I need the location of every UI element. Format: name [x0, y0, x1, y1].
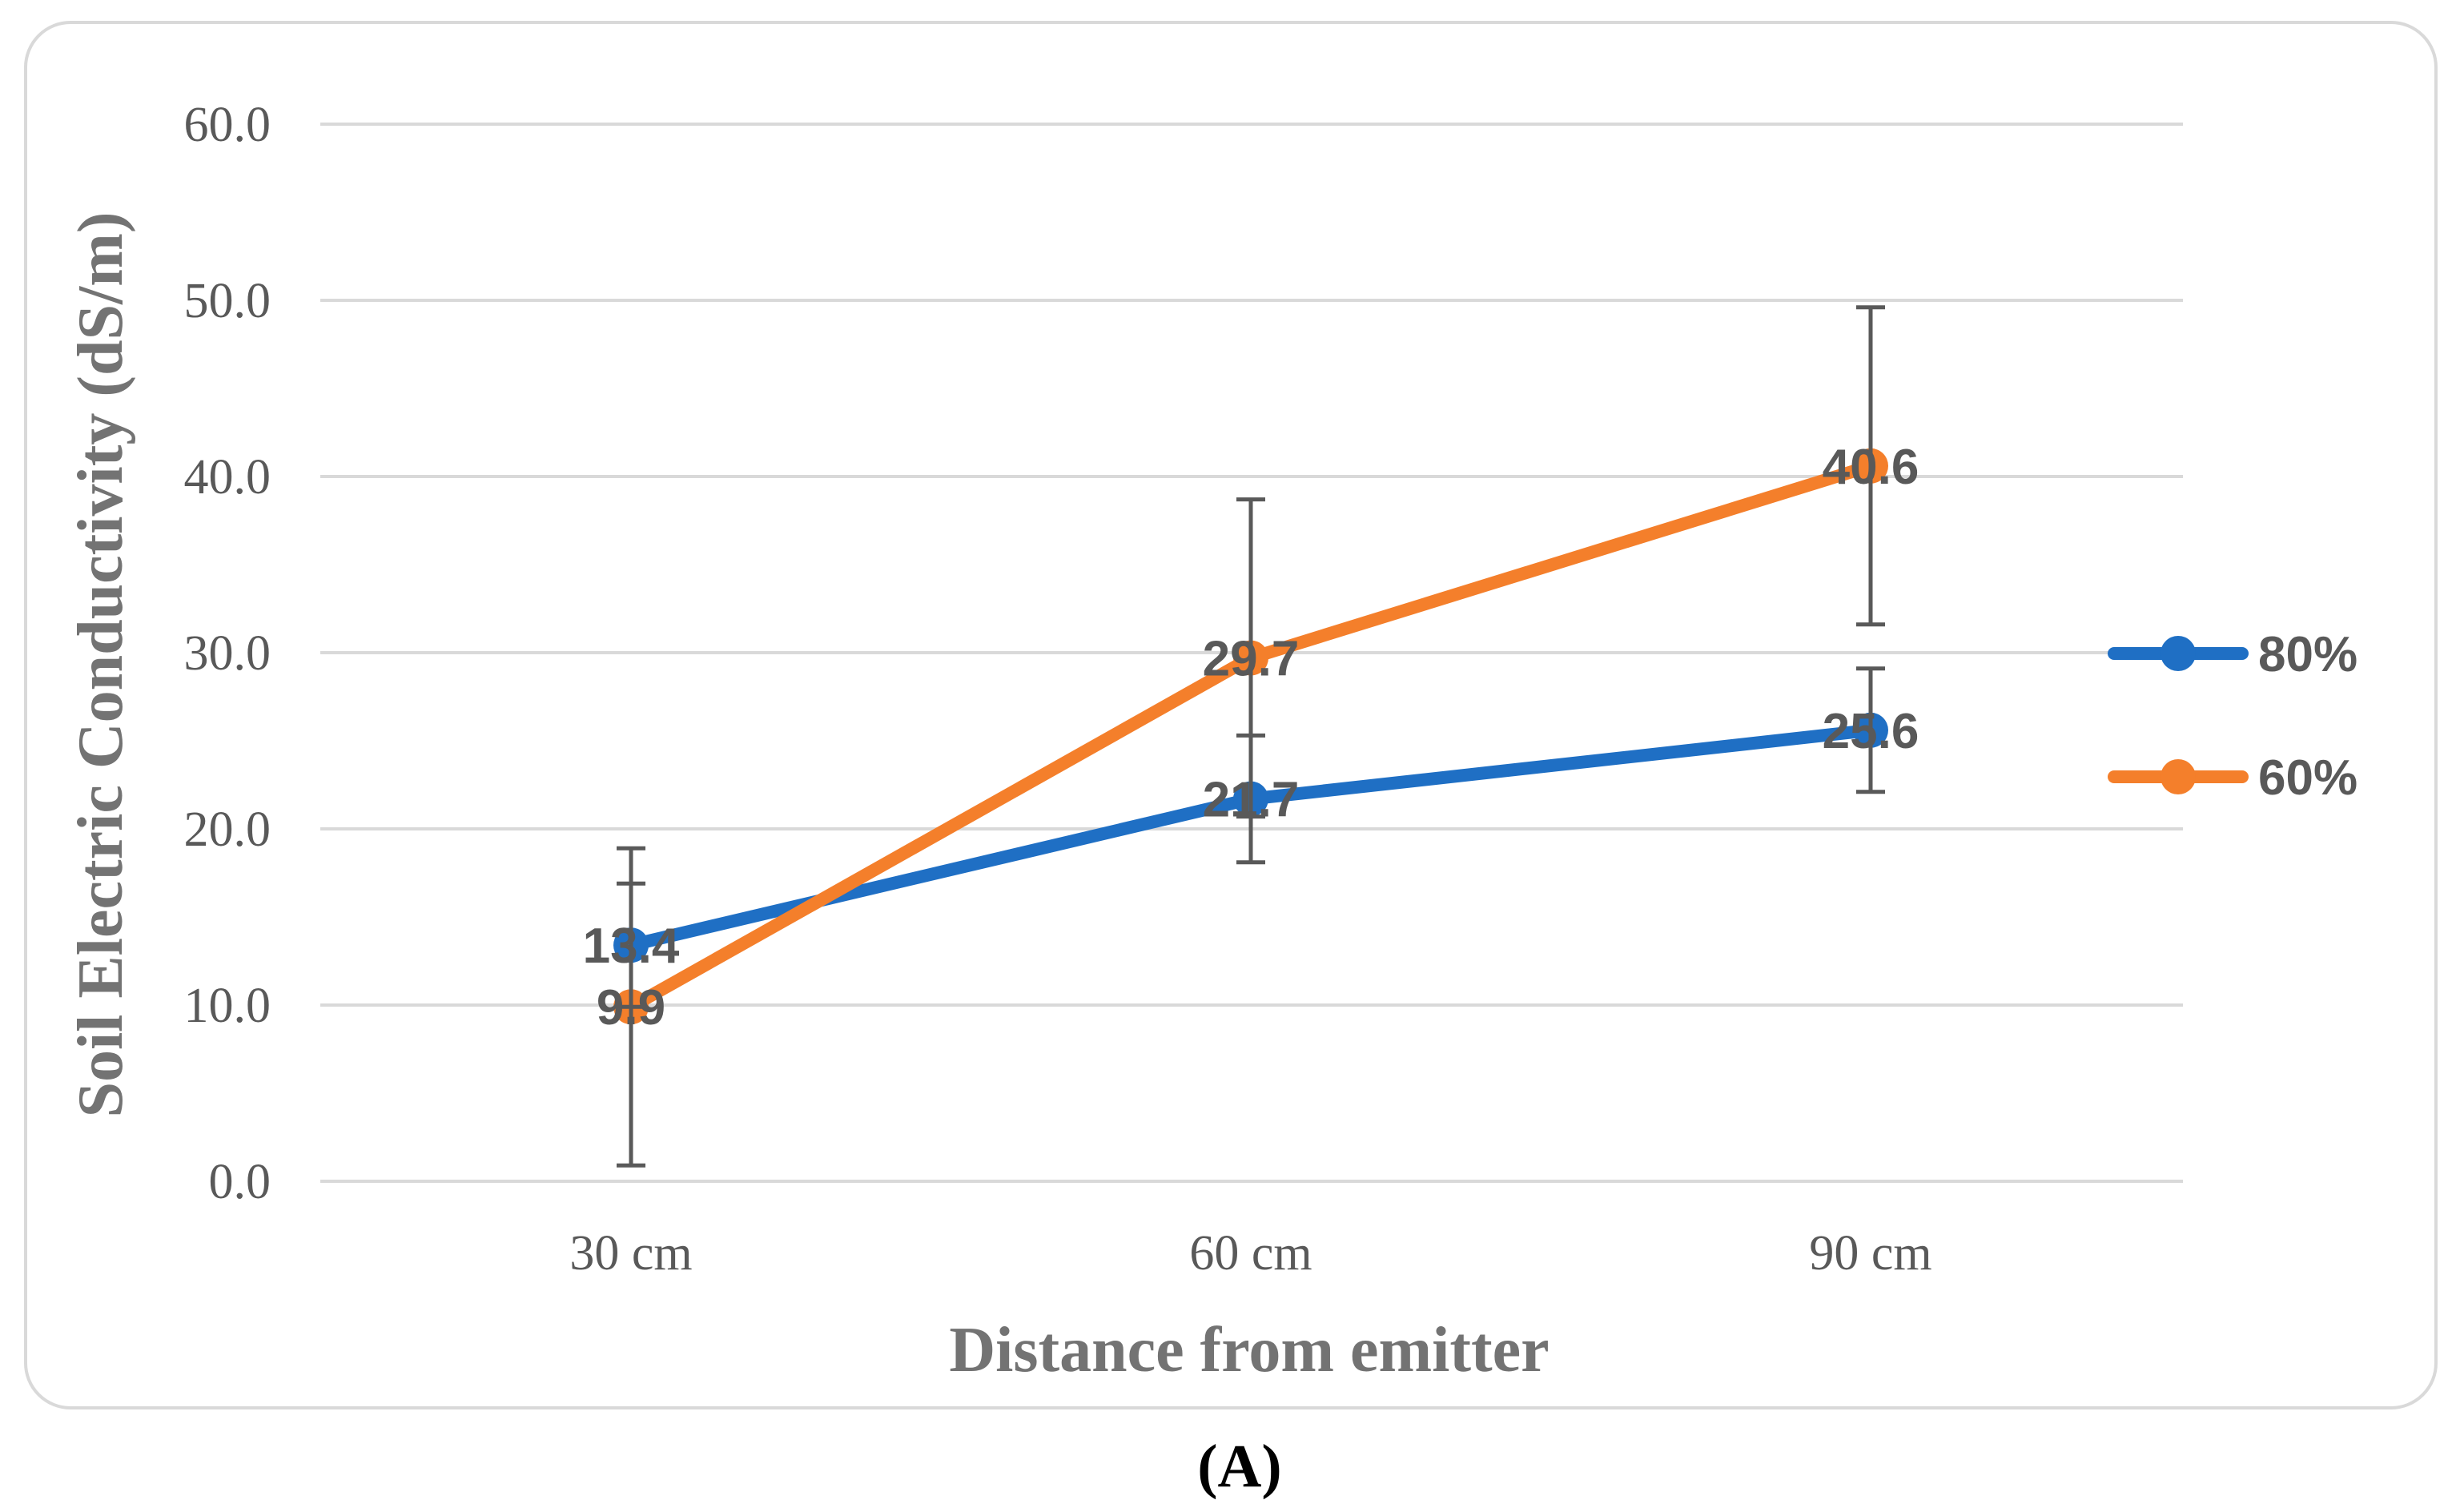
y-tick-label: 30.0 — [184, 626, 271, 681]
y-tick-label: 0.0 — [209, 1155, 271, 1209]
x-tick-label: 60 cm — [1189, 1226, 1312, 1281]
data-label: 25.6 — [1823, 704, 1919, 759]
y-axis-ticks: 0.0 10.0 20.0 30.0 40.0 50.0 60.0 — [184, 98, 271, 1209]
panel-label: (A) — [1197, 1433, 1282, 1500]
error-bar — [1236, 497, 1265, 819]
y-tick-label: 50.0 — [184, 274, 271, 328]
legend-marker — [2161, 636, 2196, 671]
data-label: 40.6 — [1823, 440, 1919, 495]
x-axis-ticks: 30 cm 60 cm 90 cm — [569, 1226, 1931, 1281]
y-tick-label: 10.0 — [184, 979, 271, 1033]
y-axis-title: Soil Electric Conductivity (dS/m) — [66, 211, 136, 1117]
legend-label: 60% — [2258, 750, 2357, 806]
chart-frame — [24, 21, 2438, 1409]
y-tick-label: 40.0 — [184, 450, 271, 505]
error-bar — [617, 846, 645, 1168]
x-axis-title: Distance from emitter — [949, 1315, 1549, 1385]
legend: 80% 60% — [2108, 627, 2357, 806]
data-label: 29.7 — [1203, 632, 1300, 687]
y-tick-label: 20.0 — [184, 802, 271, 857]
data-labels: 13.4 21.7 25.6 9.9 29.7 40.6 — [583, 440, 1919, 1035]
x-tick-label: 90 cm — [1809, 1226, 1931, 1281]
error-bar — [1856, 666, 1885, 794]
y-tick-label: 60.0 — [184, 98, 271, 152]
error-bar — [1856, 305, 1885, 627]
legend-label: 80% — [2258, 627, 2357, 682]
error-bars — [617, 305, 1885, 1168]
legend-marker — [2161, 759, 2196, 794]
data-label: 9.9 — [597, 980, 665, 1035]
data-label: 21.7 — [1203, 773, 1300, 828]
x-tick-label: 30 cm — [569, 1226, 692, 1281]
legend-entry: 80% — [2108, 627, 2357, 682]
legend-entry: 60% — [2108, 750, 2357, 806]
data-label: 13.4 — [583, 919, 680, 974]
